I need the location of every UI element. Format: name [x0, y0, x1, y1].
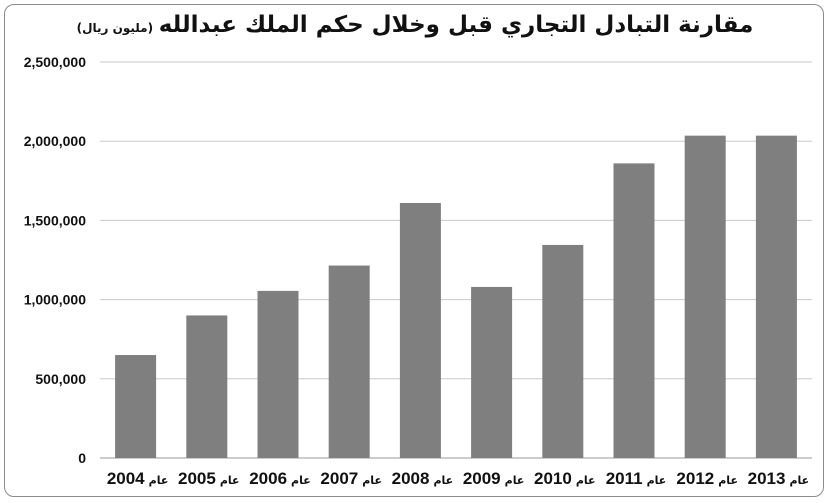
bar-2006 [257, 290, 299, 458]
y-tick-label: 2,000,000 [24, 133, 86, 149]
y-tick-label: 500,000 [35, 371, 86, 387]
x-tick-prefix: عام [220, 474, 240, 487]
x-tick-year: 2009 [463, 469, 501, 488]
x-tick-prefix: عام [576, 474, 596, 487]
x-tick-year: 2013 [748, 469, 786, 488]
x-tick-prefix: عام [433, 474, 453, 487]
bars [115, 135, 797, 458]
y-tick-label: 1,500,000 [24, 212, 86, 228]
bar-2012 [684, 135, 726, 458]
y-tick-label: 0 [78, 450, 86, 466]
chart-title-unit: (مليون ريال) [76, 21, 154, 35]
chart-title: مقارنة التبادل التجاري قبل وخلال حكم الم… [0, 12, 830, 38]
x-tick-label: 2010 عام [534, 469, 596, 488]
x-tick-year: 2006 [249, 469, 287, 488]
bar-2008 [399, 202, 441, 458]
x-tick-label: 2004 عام [107, 469, 169, 488]
x-tick-year: 2007 [320, 469, 358, 488]
bar-2010 [542, 244, 584, 458]
chart-title-main: مقارنة التبادل التجاري قبل وخلال حكم الم… [158, 12, 754, 38]
x-tick-prefix: عام [362, 474, 382, 487]
x-tick-year: 2011 [606, 469, 643, 488]
x-tick-label: 2013 عام [748, 469, 810, 488]
x-tick-label: 2011 عام [606, 469, 667, 488]
x-tick-prefix: عام [149, 474, 169, 487]
x-tick-prefix: عام [789, 474, 809, 487]
x-tick-year: 2008 [392, 469, 430, 488]
bar-2013 [755, 135, 797, 458]
x-tick-label: 2009 عام [463, 469, 525, 488]
x-axis: 2004 عام 2005 عام 2006 عام 2007 عام 2008 عام 2009 ع… [107, 469, 809, 488]
x-tick-label: 2008 عام [392, 469, 454, 488]
bar-2009 [471, 286, 513, 458]
y-tick-label: 1,000,000 [24, 292, 86, 308]
x-tick-year: 2004 [107, 469, 145, 488]
x-tick-label: 2012 عام [676, 469, 738, 488]
x-tick-label: 2005 عام [178, 469, 240, 488]
x-tick-year: 2012 [676, 469, 714, 488]
x-tick-prefix: عام [505, 474, 525, 487]
x-tick-prefix: عام [718, 474, 738, 487]
x-tick-prefix: عام [291, 474, 311, 487]
bar-2005 [186, 315, 228, 458]
x-tick-year: 2005 [178, 469, 216, 488]
x-tick-label: 2006 عام [249, 469, 311, 488]
y-tick-label: 2,500,000 [24, 54, 86, 70]
bar-2011 [613, 163, 655, 458]
y-axis: 0 500,000 1,000,000 1,500,000 2,000,000 2,500… [24, 54, 87, 466]
x-tick-prefix: عام [647, 474, 667, 487]
bar-2007 [328, 265, 370, 458]
x-tick-year: 2010 [534, 469, 572, 488]
x-tick-label: 2007 عام [320, 469, 382, 488]
bar-2004 [115, 355, 157, 458]
